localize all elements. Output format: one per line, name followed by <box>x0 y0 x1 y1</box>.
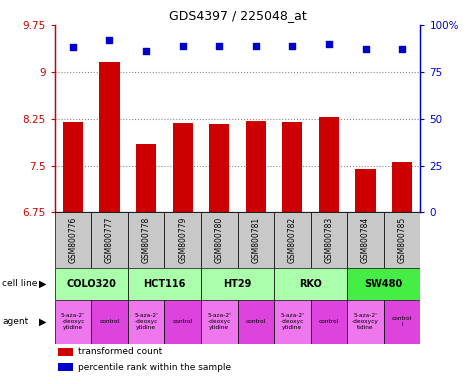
Bar <box>164 212 201 268</box>
Bar <box>274 300 311 344</box>
Text: 5-aza-2'
-deoxycy
tidine: 5-aza-2' -deoxycy tidine <box>352 313 379 330</box>
Point <box>398 46 406 52</box>
Bar <box>274 212 311 268</box>
Bar <box>58 348 73 356</box>
Title: GDS4397 / 225048_at: GDS4397 / 225048_at <box>169 9 306 22</box>
Text: control
l: control l <box>392 316 412 327</box>
Bar <box>99 63 120 212</box>
Point <box>142 48 150 54</box>
Point <box>69 45 77 51</box>
Bar <box>282 122 303 212</box>
Bar <box>201 212 238 268</box>
Text: 5-aza-2'
-deoxyc
ytidine: 5-aza-2' -deoxyc ytidine <box>61 313 85 330</box>
Text: percentile rank within the sample: percentile rank within the sample <box>78 362 231 372</box>
Text: GSM800785: GSM800785 <box>398 217 407 263</box>
Text: RKO: RKO <box>299 279 322 289</box>
Text: control: control <box>172 319 193 324</box>
Bar <box>91 300 128 344</box>
Point <box>325 41 332 47</box>
Bar <box>355 169 376 212</box>
Text: HCT116: HCT116 <box>143 279 186 289</box>
Bar <box>384 212 420 268</box>
Bar <box>246 121 266 212</box>
Text: GSM800784: GSM800784 <box>361 217 370 263</box>
Point <box>289 43 296 49</box>
Point <box>216 43 223 49</box>
Text: GSM800780: GSM800780 <box>215 217 224 263</box>
Point <box>179 43 186 49</box>
Bar <box>58 363 73 371</box>
Text: HT29: HT29 <box>223 279 252 289</box>
Bar <box>201 268 274 300</box>
Bar <box>392 162 412 212</box>
Text: ▶: ▶ <box>39 316 47 327</box>
Text: GSM800782: GSM800782 <box>288 217 297 263</box>
Text: 5-aza-2'
-deoxyc
ytidine: 5-aza-2' -deoxyc ytidine <box>280 313 304 330</box>
Text: COLO320: COLO320 <box>66 279 116 289</box>
Text: GSM800777: GSM800777 <box>105 217 114 263</box>
Bar <box>55 300 91 344</box>
Bar <box>136 144 156 212</box>
Bar <box>164 300 201 344</box>
Bar <box>172 123 193 212</box>
Text: GSM800779: GSM800779 <box>178 217 187 263</box>
Bar <box>55 268 128 300</box>
Bar <box>319 117 339 212</box>
Bar <box>128 300 164 344</box>
Bar <box>238 212 274 268</box>
Bar <box>91 212 128 268</box>
Text: control: control <box>246 319 266 324</box>
Text: ▶: ▶ <box>39 279 47 289</box>
Text: cell line: cell line <box>2 279 38 288</box>
Text: SW480: SW480 <box>365 279 403 289</box>
Text: agent: agent <box>2 317 28 326</box>
Bar <box>311 300 347 344</box>
Text: control: control <box>99 319 120 324</box>
Bar <box>128 268 201 300</box>
Bar <box>201 300 238 344</box>
Point <box>252 43 259 49</box>
Text: 5-aza-2'
-deoxyc
ytidine: 5-aza-2' -deoxyc ytidine <box>134 313 158 330</box>
Point <box>105 37 113 43</box>
Text: 5-aza-2'
-deoxyc
ytidine: 5-aza-2' -deoxyc ytidine <box>207 313 231 330</box>
Bar <box>347 268 420 300</box>
Text: transformed count: transformed count <box>78 347 162 356</box>
Bar <box>238 300 274 344</box>
Text: control: control <box>319 319 339 324</box>
Bar <box>209 124 229 212</box>
Bar <box>128 212 164 268</box>
Bar <box>274 268 347 300</box>
Bar <box>63 122 83 212</box>
Point <box>362 46 370 52</box>
Text: GSM800783: GSM800783 <box>324 217 333 263</box>
Bar <box>55 212 91 268</box>
Text: GSM800781: GSM800781 <box>251 217 260 263</box>
Bar <box>347 212 384 268</box>
Text: GSM800778: GSM800778 <box>142 217 151 263</box>
Bar <box>384 300 420 344</box>
Bar <box>311 212 347 268</box>
Bar <box>347 300 384 344</box>
Text: GSM800776: GSM800776 <box>68 217 77 263</box>
